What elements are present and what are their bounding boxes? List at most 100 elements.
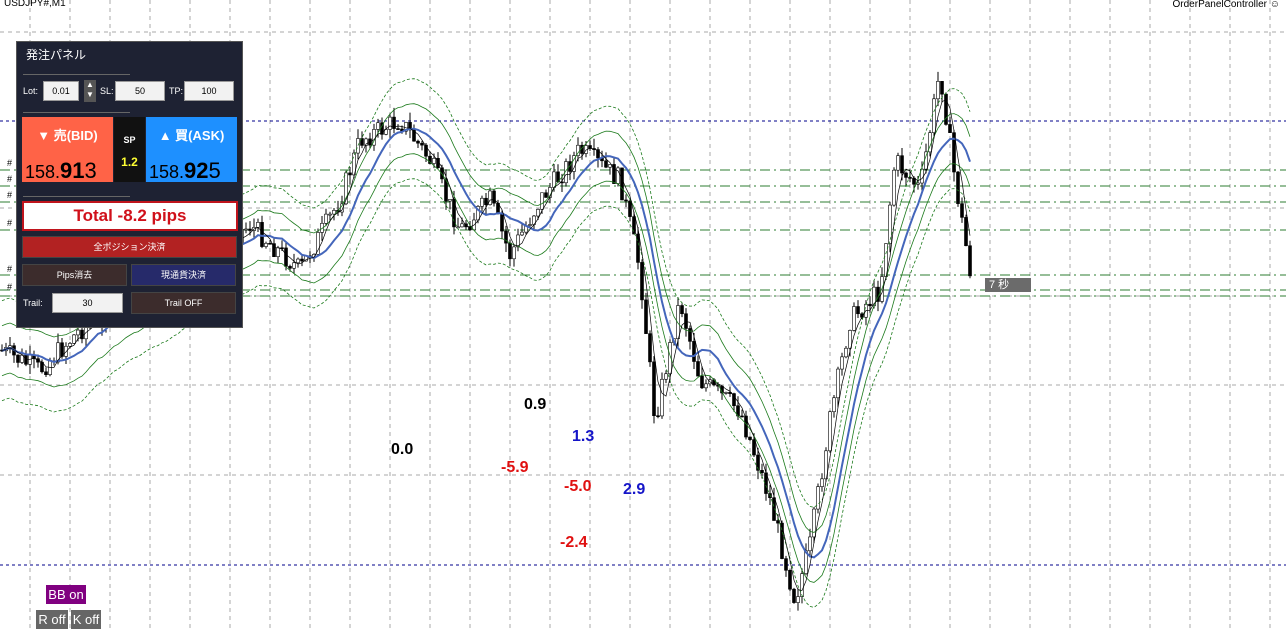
- candle-body: [68, 343, 72, 347]
- candle-body: [420, 142, 424, 146]
- candle-body: [820, 478, 824, 487]
- candle-body: [76, 329, 80, 336]
- candle-body: [696, 361, 700, 377]
- candle-body: [940, 81, 944, 95]
- candle-body: [44, 371, 48, 375]
- candle-body: [268, 242, 272, 245]
- candle-body: [604, 160, 608, 168]
- candle-body: [788, 569, 792, 590]
- sl-input[interactable]: 50: [115, 81, 165, 101]
- candle-body: [452, 199, 456, 228]
- r-toggle-button[interactable]: R off: [36, 610, 68, 629]
- line-marker: #: [7, 158, 13, 168]
- tp-input[interactable]: 100: [184, 81, 234, 101]
- candle-body: [908, 177, 912, 179]
- pips-annotation: 0.0: [391, 441, 414, 458]
- candle-body: [456, 226, 460, 229]
- candle-body: [328, 213, 332, 216]
- candle-body: [644, 299, 648, 334]
- buy-button[interactable]: ▲ 買(ASK) 158.925: [146, 117, 237, 183]
- pips-clear-button[interactable]: Pips消去: [22, 264, 127, 286]
- candle-body: [264, 242, 268, 247]
- candle-body: [688, 328, 692, 342]
- k-toggle-button[interactable]: K off: [71, 610, 101, 629]
- candle-body: [20, 354, 24, 363]
- divider: [23, 74, 130, 75]
- candle-body: [956, 171, 960, 204]
- close-current-button[interactable]: 現通貨決済: [131, 264, 236, 286]
- candle-body: [828, 411, 832, 452]
- candle-body: [376, 122, 380, 130]
- candle-body: [296, 258, 300, 264]
- candle-body: [752, 439, 756, 456]
- panel-title: 発注パネル: [26, 48, 87, 62]
- candle-body: [944, 93, 948, 125]
- candle-body: [244, 228, 248, 231]
- line-marker: #: [7, 264, 13, 274]
- candle-body: [404, 122, 408, 132]
- candle-body: [492, 190, 496, 204]
- candle-body: [932, 98, 936, 133]
- candle-body: [536, 209, 540, 217]
- candle-body: [476, 206, 480, 221]
- candle-body: [776, 520, 780, 524]
- candle-body: [624, 199, 628, 202]
- candle-body: [444, 178, 448, 202]
- candle-body: [388, 116, 392, 130]
- lot-input[interactable]: 0.01: [43, 81, 79, 101]
- candle-body: [28, 354, 32, 365]
- candle-body: [512, 246, 516, 260]
- sell-label: ▼ 売(BID): [37, 128, 98, 143]
- candle-body: [568, 161, 572, 172]
- candle-body: [640, 262, 644, 301]
- candle-body: [656, 415, 660, 417]
- candle-body: [528, 224, 532, 226]
- candle-body: [324, 213, 328, 224]
- candle-body: [508, 242, 512, 260]
- candle-body: [700, 375, 704, 389]
- candle-body: [60, 342, 64, 357]
- pips-annotation: -5.0: [564, 478, 592, 495]
- candle-body: [664, 373, 668, 380]
- candle-body: [544, 192, 548, 198]
- candle-body: [260, 222, 264, 247]
- arrow-down-icon[interactable]: ▼: [86, 90, 94, 99]
- lot-label: Lot:: [23, 86, 39, 96]
- divider: [23, 196, 130, 197]
- candle-body: [428, 155, 432, 164]
- candle-body: [300, 258, 304, 262]
- candle-body: [48, 360, 52, 375]
- candle-body: [620, 167, 624, 201]
- candle-body: [16, 354, 20, 363]
- close-all-button[interactable]: 全ポジション決済: [22, 236, 237, 258]
- trail-toggle-button[interactable]: Trail OFF: [131, 292, 236, 314]
- sl-label: SL:: [100, 86, 114, 96]
- candle-body: [756, 454, 760, 471]
- candle-body: [504, 230, 508, 244]
- candle-body: [412, 129, 416, 142]
- ask-price: 158.925: [149, 158, 221, 183]
- candle-body: [780, 522, 784, 559]
- candle-body: [316, 232, 320, 255]
- sell-button[interactable]: ▼ 売(BID) 158.913: [22, 117, 113, 183]
- candle-body: [516, 234, 520, 248]
- candle-body: [808, 536, 812, 552]
- arrow-up-icon[interactable]: ▲: [86, 80, 94, 89]
- candle-body: [748, 436, 752, 440]
- candle-body: [796, 596, 800, 603]
- lot-stepper[interactable]: ▲ ▼: [84, 80, 96, 102]
- candle-body: [852, 306, 856, 331]
- candle-body: [348, 172, 352, 176]
- line-marker: #: [7, 218, 13, 228]
- candle-body: [276, 247, 280, 258]
- candle-body: [596, 149, 600, 159]
- trail-input[interactable]: 30: [52, 293, 123, 313]
- candle-body: [488, 190, 492, 206]
- pips-annotation: 2.9: [623, 481, 646, 498]
- candle-body: [892, 169, 896, 206]
- candle-body: [460, 223, 464, 228]
- bb-toggle-button[interactable]: BB on: [46, 585, 86, 604]
- candle-body: [612, 164, 616, 184]
- candle-body: [968, 245, 972, 277]
- candle-body: [292, 262, 296, 269]
